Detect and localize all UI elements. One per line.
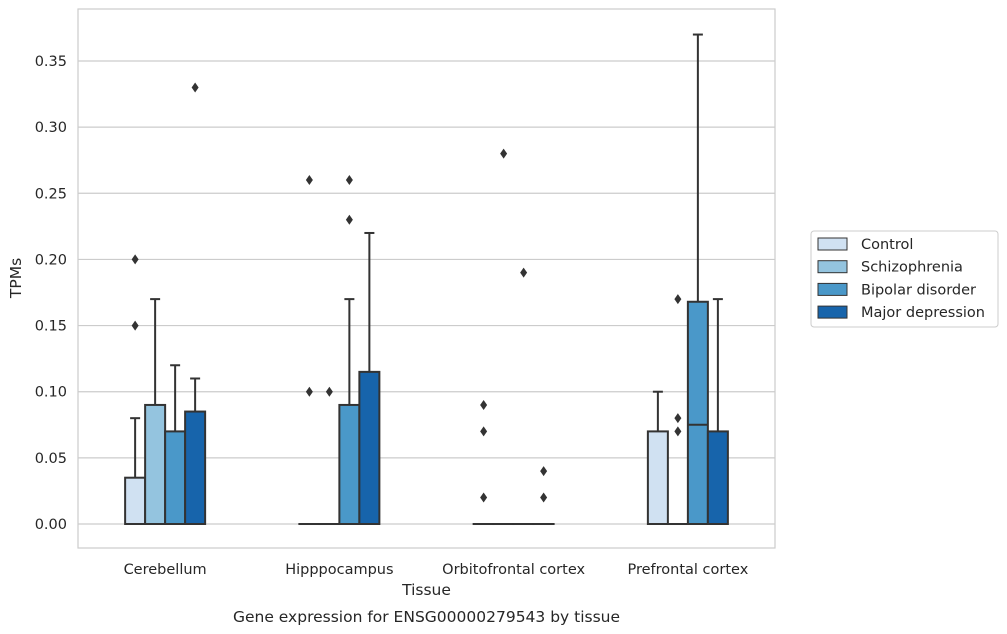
x-tick-label: Prefrontal cortex bbox=[627, 562, 748, 578]
x-tick-label: Cerebellum bbox=[124, 562, 207, 578]
box-group bbox=[706, 298, 729, 525]
legend-items: Control Schizophrenia Bipolar disorder Majo… bbox=[817, 237, 985, 321]
legend-frame bbox=[810, 230, 999, 328]
y-tick-label: 0.10 bbox=[35, 385, 67, 401]
box-group bbox=[532, 466, 555, 526]
legend-label: Bipolar disorder bbox=[861, 282, 976, 298]
box-group bbox=[492, 148, 515, 526]
y-tick-label: 0.00 bbox=[35, 517, 67, 533]
legend-swatch bbox=[817, 282, 848, 296]
y-axis-label: TPMs bbox=[7, 258, 25, 299]
outlier-point bbox=[674, 294, 682, 305]
y-tick-label: 0.15 bbox=[35, 319, 67, 335]
chart-caption: Gene expression for ENSG00000279543 by t… bbox=[233, 608, 620, 626]
outlier-point bbox=[131, 254, 139, 265]
outlier-point bbox=[191, 82, 199, 93]
outlier-point bbox=[674, 426, 682, 437]
legend-label: Major depression bbox=[861, 305, 985, 321]
outlier-point bbox=[325, 386, 333, 397]
outlier-point bbox=[480, 492, 488, 503]
box bbox=[184, 410, 207, 525]
x-axis-label: Tissue bbox=[401, 581, 451, 599]
box bbox=[706, 430, 729, 525]
box-group bbox=[318, 386, 341, 526]
box bbox=[144, 403, 167, 526]
x-tick-label: Orbitofrontal cortex bbox=[442, 562, 585, 578]
box-group bbox=[472, 399, 495, 526]
y-tick-labels: 0.00 0.05 0.10 0.15 0.20 0.25 0.30 0.35 bbox=[35, 54, 67, 533]
box bbox=[164, 430, 187, 525]
outlier-point bbox=[674, 413, 682, 424]
outlier-point bbox=[520, 267, 528, 278]
outlier-point bbox=[480, 426, 488, 437]
legend-label: Control bbox=[861, 237, 913, 253]
box bbox=[646, 430, 669, 525]
x-tick-labels: Cerebellum Hipppocampus Orbitofrontal cort… bbox=[124, 562, 749, 578]
outlier-point bbox=[540, 466, 548, 477]
box-group bbox=[144, 298, 167, 526]
outlier-point bbox=[480, 399, 488, 410]
box-group bbox=[338, 175, 361, 526]
box-group bbox=[358, 231, 381, 525]
box bbox=[686, 300, 709, 526]
box bbox=[338, 403, 361, 526]
legend: Control Schizophrenia Bipolar disorder Majo… bbox=[810, 230, 999, 328]
box-layer bbox=[124, 33, 729, 526]
outlier-point bbox=[500, 148, 508, 159]
box-group bbox=[686, 33, 709, 526]
outlier-point bbox=[345, 175, 353, 186]
box-group bbox=[646, 390, 669, 525]
outlier-point bbox=[345, 214, 353, 225]
outlier-point bbox=[305, 175, 313, 186]
box bbox=[124, 476, 147, 526]
legend-swatch bbox=[817, 305, 848, 319]
box bbox=[358, 370, 381, 525]
y-tick-label: 0.05 bbox=[35, 451, 67, 467]
legend-label: Schizophrenia bbox=[861, 260, 963, 276]
box-group bbox=[666, 294, 689, 526]
outlier-point bbox=[305, 386, 313, 397]
legend-swatch bbox=[817, 260, 848, 274]
y-tick-label: 0.20 bbox=[35, 252, 67, 268]
box-group bbox=[298, 175, 321, 526]
outlier-point bbox=[131, 320, 139, 331]
y-tick-label: 0.30 bbox=[35, 120, 67, 136]
y-tick-label: 0.35 bbox=[35, 54, 67, 70]
box-group bbox=[512, 267, 535, 526]
x-tick-label: Hipppocampus bbox=[285, 562, 393, 578]
box-group bbox=[184, 82, 207, 525]
plot-area-frame bbox=[77, 8, 776, 549]
outlier-point bbox=[540, 492, 548, 503]
box-group bbox=[164, 364, 187, 525]
box-group bbox=[124, 254, 147, 526]
legend-swatch bbox=[817, 237, 848, 251]
y-tick-label: 0.25 bbox=[35, 186, 67, 202]
